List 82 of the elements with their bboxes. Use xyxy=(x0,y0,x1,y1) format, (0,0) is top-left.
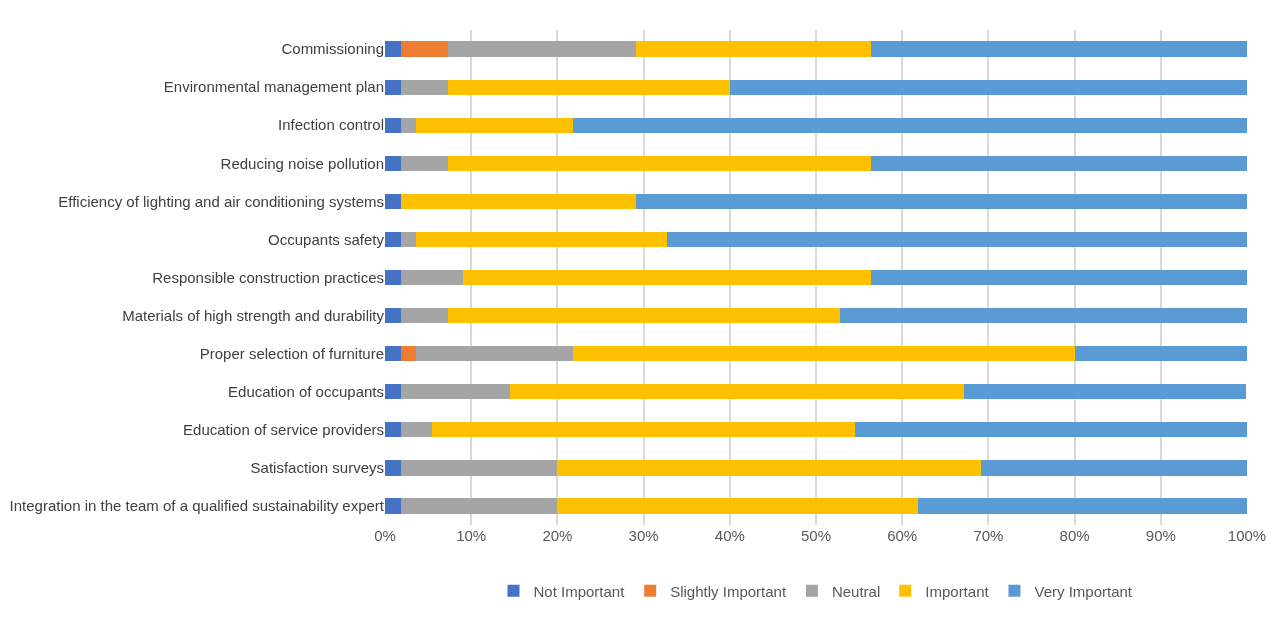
x-tick-label: 90% xyxy=(1145,527,1176,544)
bar xyxy=(385,155,401,171)
bar xyxy=(400,346,417,362)
y-tick-label: Education of service providers xyxy=(183,421,384,439)
bar xyxy=(400,460,558,476)
bar xyxy=(385,460,401,476)
bar xyxy=(416,231,667,248)
x-tick-label: 80% xyxy=(1059,527,1090,544)
y-tick-label: Efficiency of lighting and air conditioning systems xyxy=(58,192,384,210)
bar xyxy=(1074,346,1247,362)
x-tick-label: 70% xyxy=(973,527,1004,544)
bar xyxy=(840,307,1247,324)
bar xyxy=(447,307,841,324)
bar xyxy=(400,79,448,95)
legend-label: Not Important xyxy=(533,582,626,600)
bar xyxy=(980,460,1247,476)
bar xyxy=(572,346,1075,362)
y-tick-label: Environmental management plan xyxy=(163,78,384,96)
bar xyxy=(385,79,401,95)
legend-label: Very Important xyxy=(1034,582,1133,600)
bar xyxy=(871,269,1247,286)
y-tick-label: Commissioning xyxy=(281,40,384,58)
y-tick-label: Education of occupants xyxy=(228,382,384,400)
bar xyxy=(463,269,872,286)
bar xyxy=(385,193,401,209)
legend-label: Important xyxy=(925,582,990,600)
legend-label: Neutral xyxy=(831,582,881,600)
bar xyxy=(666,231,1247,248)
bar xyxy=(509,384,965,400)
bar xyxy=(400,193,636,209)
bar xyxy=(385,269,401,286)
bar xyxy=(557,460,981,476)
bar xyxy=(431,422,855,438)
bar xyxy=(447,41,636,57)
bar xyxy=(557,498,918,514)
bar xyxy=(635,41,872,57)
bar xyxy=(871,41,1247,57)
y-tick-label: Reducing noise pollution xyxy=(220,154,384,172)
bar xyxy=(400,155,448,171)
bar xyxy=(385,384,401,400)
bar xyxy=(385,41,401,57)
bar xyxy=(385,307,401,324)
bar xyxy=(635,193,1247,209)
x-tick-label: 0% xyxy=(374,527,396,544)
x-tick-label: 100% xyxy=(1227,527,1267,544)
bar xyxy=(447,79,730,95)
bar xyxy=(400,269,464,286)
y-tick-label: Integration in the team of a qualified sustainability expert xyxy=(9,497,385,515)
x-tick-label: 60% xyxy=(887,527,918,544)
bar xyxy=(400,41,448,57)
bar xyxy=(385,422,401,438)
y-tick-label: Infection control xyxy=(278,116,384,134)
bar xyxy=(447,155,872,171)
bar xyxy=(917,498,1247,514)
x-tick-label: 20% xyxy=(542,527,573,544)
bar xyxy=(400,117,417,133)
bar xyxy=(400,384,510,400)
bar xyxy=(416,346,573,362)
bar xyxy=(385,346,401,362)
y-tick-label: Satisfaction surveys xyxy=(250,459,384,477)
x-tick-label: 40% xyxy=(714,527,745,544)
legend-label: Slightly Important xyxy=(670,582,787,600)
bar xyxy=(729,79,1247,95)
x-tick-label: 50% xyxy=(800,527,832,544)
bar xyxy=(400,307,448,324)
y-tick-label: Responsible construction practices xyxy=(152,268,384,286)
y-tick-label: Occupants safety xyxy=(268,230,385,248)
bar xyxy=(385,498,401,514)
bar xyxy=(400,422,432,438)
y-tick-label: Proper selection of furniture xyxy=(199,344,384,362)
x-tick-label: 10% xyxy=(456,527,487,544)
bar xyxy=(871,155,1247,171)
x-tick-label: 30% xyxy=(628,527,659,544)
bar xyxy=(385,231,401,248)
bar xyxy=(572,117,1247,133)
bar xyxy=(385,117,401,133)
bar xyxy=(416,117,573,133)
bar xyxy=(854,422,1247,438)
bar xyxy=(400,498,558,514)
y-tick-label: Materials of high strength and durability xyxy=(122,306,385,324)
bar xyxy=(400,231,417,248)
bar xyxy=(964,384,1247,400)
